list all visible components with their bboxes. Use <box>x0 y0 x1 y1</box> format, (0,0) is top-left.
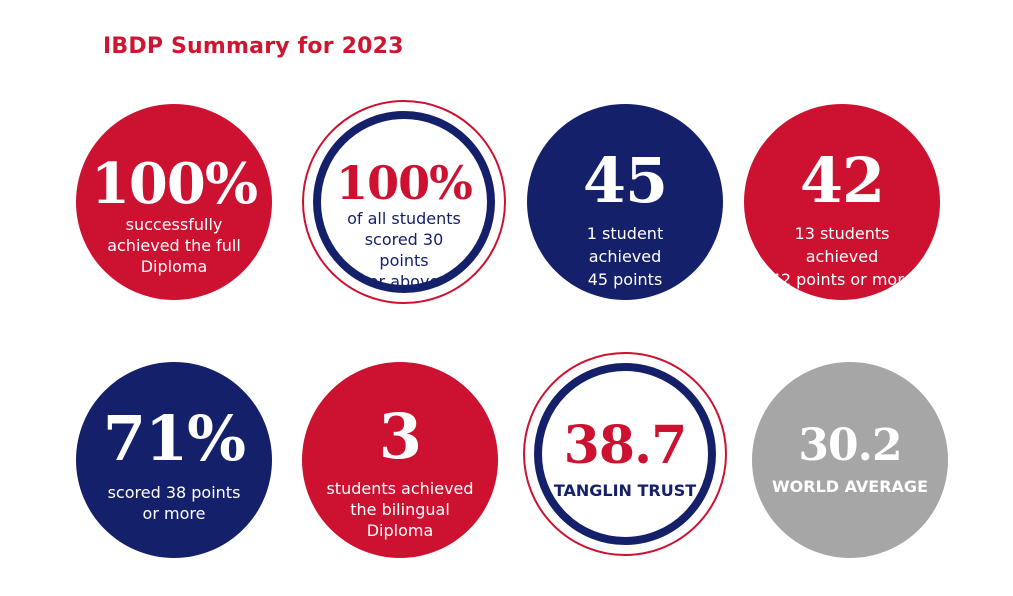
caption-line: 13 students <box>794 224 890 243</box>
stat-value: 3 <box>378 400 422 473</box>
caption-line: 45 points <box>587 270 663 289</box>
caption-line: scored 38 points <box>107 483 241 502</box>
stat-caption: students achieved the bilingual Diploma <box>326 478 473 541</box>
stat-30-or-above: 100% of all students scored 30 points or… <box>302 100 506 304</box>
page-title: IBDP Summary for 2023 <box>103 34 404 59</box>
caption-line: points <box>379 251 429 270</box>
caption-line: of all students <box>347 209 461 228</box>
stat-38-or-more: 71% scored 38 points or more <box>76 362 272 558</box>
stat-value: 30.2 <box>798 420 902 471</box>
caption-line: students achieved <box>326 479 474 498</box>
stat-bilingual-diploma: 3 students achieved the bilingual Diplom… <box>302 362 498 558</box>
stat-42-points: 42 13 students achieved 42 points or mor… <box>744 104 940 300</box>
caption-line: successfully <box>125 215 223 234</box>
caption-line: the bilingual <box>350 500 450 519</box>
stat-value: 45 <box>582 144 668 217</box>
stat-caption: 13 students achieved 42 points or more <box>771 222 914 291</box>
caption-line: 1 student <box>586 224 664 243</box>
stat-full-diploma: 100% successfully achieved the full Dipl… <box>76 104 272 300</box>
caption-line: achieved the full <box>107 236 241 255</box>
stat-caption: of all students scored 30 points or abov… <box>347 208 461 292</box>
caption-line: achieved <box>588 247 662 266</box>
caption-line: Diploma <box>366 521 434 540</box>
stat-caption: successfully achieved the full Diploma <box>107 214 241 277</box>
stat-value: 38.7 <box>563 415 688 476</box>
caption-line: scored 30 <box>364 230 444 249</box>
stat-world-average: 30.2 WORLD AVERAGE <box>752 362 948 558</box>
caption-line: Diploma <box>140 257 208 276</box>
stat-caption: WORLD AVERAGE <box>772 477 928 496</box>
stat-caption: 1 student achieved 45 points <box>587 222 663 291</box>
stat-value: 42 <box>799 144 885 217</box>
caption-line: or above <box>368 272 440 291</box>
caption-line: or more <box>142 504 206 523</box>
stat-tanglin-trust: 38.7 TANGLIN TRUST <box>523 352 727 556</box>
stat-caption: TANGLIN TRUST <box>553 481 697 500</box>
stat-45-points: 45 1 student achieved 45 points <box>527 104 723 300</box>
stat-caption: scored 38 points or more <box>108 482 241 524</box>
caption-line: 42 points or more <box>770 270 914 289</box>
stat-value: 100% <box>90 151 258 217</box>
caption-line: achieved <box>805 247 879 266</box>
stat-value: 100% <box>336 156 473 210</box>
stat-value: 71% <box>102 402 246 475</box>
